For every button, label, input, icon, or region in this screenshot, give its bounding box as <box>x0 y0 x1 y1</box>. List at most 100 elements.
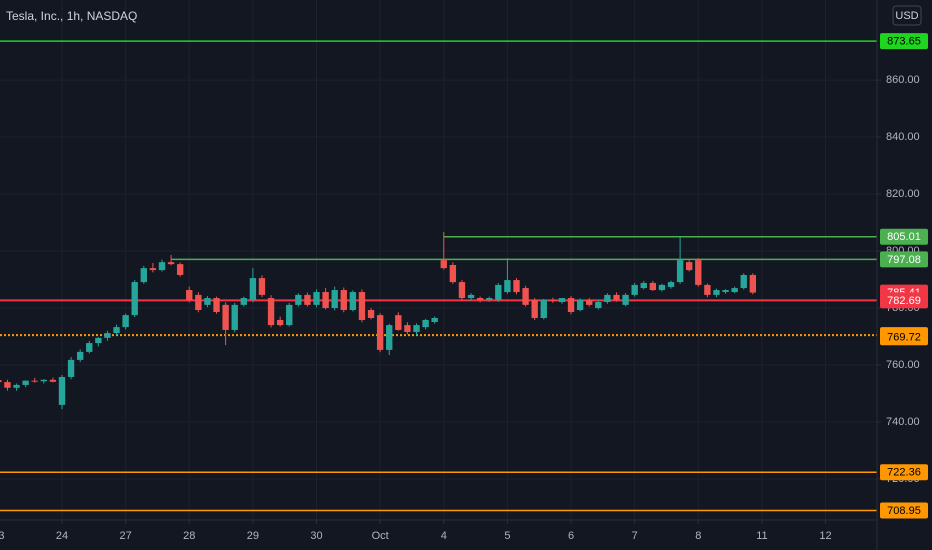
candle-body <box>622 294 629 305</box>
candle-body <box>0 380 2 383</box>
candle-body <box>376 315 384 350</box>
candle-body <box>267 298 275 326</box>
candle-body <box>422 319 429 328</box>
level-label: 782.69 <box>887 295 921 307</box>
candle-body <box>713 290 720 295</box>
x-tick-label: 27 <box>119 530 131 542</box>
candle-body <box>140 268 147 283</box>
candle-body <box>667 282 675 287</box>
candle-body <box>740 274 747 289</box>
candle-body <box>122 315 129 328</box>
candle-body <box>522 288 529 305</box>
y-tick-label: 820.00 <box>886 188 920 200</box>
candle-body <box>676 260 684 283</box>
candle-body <box>186 290 193 301</box>
candle-body <box>504 280 511 293</box>
x-tick-label: Oct <box>372 530 389 542</box>
x-tick-label: 28 <box>183 530 195 542</box>
level-label-box <box>880 251 928 268</box>
candle-body <box>749 274 757 293</box>
candle-body <box>167 262 175 265</box>
x-tick-label: 24 <box>56 530 68 542</box>
candle-body <box>404 325 411 332</box>
candle-body <box>386 325 393 350</box>
candle-body <box>495 284 502 301</box>
currency-box[interactable] <box>892 5 922 26</box>
candle-body <box>322 292 329 309</box>
candle-body <box>340 290 347 311</box>
x-tick-label: 7 <box>632 530 638 542</box>
candle-body <box>286 304 293 326</box>
candle-body <box>449 264 457 283</box>
candle-body <box>486 298 493 301</box>
candle-body <box>540 300 547 318</box>
candle-body <box>640 282 647 289</box>
candle-body <box>513 280 520 293</box>
candle-body <box>595 302 602 309</box>
level-label-box <box>880 33 928 50</box>
level-label: 873.65 <box>887 36 921 48</box>
candle-body <box>476 298 484 301</box>
candle-body <box>104 333 111 338</box>
candle-body <box>549 300 557 302</box>
candle-body <box>76 351 84 360</box>
x-tick-label: 5 <box>504 530 510 542</box>
candle-body <box>195 294 202 311</box>
candle-body <box>613 294 620 301</box>
candle-body <box>349 292 357 311</box>
candle-body <box>22 380 29 385</box>
candle-body <box>413 325 420 332</box>
candle-body <box>13 384 20 388</box>
candle-body <box>313 292 320 305</box>
candle-body <box>231 304 238 330</box>
candle-layer <box>0 231 757 410</box>
candle-body <box>58 376 66 405</box>
candle-body <box>67 359 75 377</box>
currency[interactable]: USD <box>895 10 918 22</box>
candle-body <box>440 260 447 269</box>
level-label-box <box>880 464 928 481</box>
candle-body <box>458 282 466 299</box>
candle-body <box>358 292 366 320</box>
candle-body <box>722 290 729 293</box>
candle-body <box>331 290 338 309</box>
candle-body <box>604 294 611 303</box>
candle-body <box>395 315 402 330</box>
candle-body <box>176 264 184 275</box>
level-label: 722.36 <box>887 467 921 479</box>
candle-body <box>49 379 57 382</box>
y-tick-label: 860.00 <box>886 74 920 86</box>
candle-body <box>531 300 538 318</box>
level-label-box <box>880 228 928 245</box>
x-tick-label: 23 <box>0 530 4 542</box>
candle-body <box>649 282 657 291</box>
candle-body <box>731 288 738 293</box>
level-label: 769.72 <box>887 332 921 344</box>
candle-body <box>113 327 120 334</box>
candle-body <box>4 382 11 388</box>
candle-body <box>631 284 638 295</box>
candle-body <box>149 268 157 271</box>
candle-body <box>295 294 302 305</box>
candle-body <box>367 310 375 318</box>
x-tick-label: 8 <box>695 530 701 542</box>
candle-body <box>431 317 438 322</box>
x-tick-label: 30 <box>310 530 322 542</box>
candle-body <box>249 278 257 301</box>
candle-body <box>704 284 711 295</box>
candle-body <box>304 294 311 305</box>
level-label: 708.95 <box>887 505 921 517</box>
level-layer <box>0 40 877 512</box>
y-tick-label: 840.00 <box>886 131 920 143</box>
level-label-box <box>880 292 928 309</box>
x-tick-label: 11 <box>756 530 767 542</box>
x-tick-label: 12 <box>819 530 831 542</box>
level-label-layer: 873.65805.01797.08785.41782.69770.49769.… <box>880 33 928 519</box>
level-label: 805.01 <box>887 231 921 243</box>
candle-body <box>558 298 566 303</box>
chart-title: Tesla, Inc., 1h, NASDAQ <box>6 9 137 23</box>
candle-body <box>658 284 666 291</box>
